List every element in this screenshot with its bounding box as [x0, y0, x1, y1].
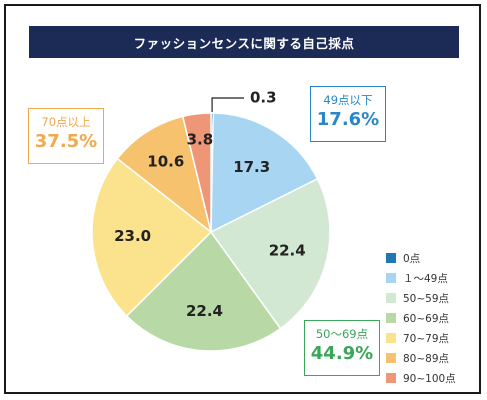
legend-item: １～49点	[386, 268, 456, 288]
group-callout-low-value: 17.6%	[316, 109, 380, 130]
slice-value-label: 0.3	[250, 89, 277, 107]
slice-value-label: 17.3	[233, 158, 270, 176]
legend-label: 50~59点	[403, 292, 450, 305]
slice-value-label: 3.8	[187, 130, 214, 148]
legend-swatch	[386, 253, 396, 263]
group-callout-high: 70点以上 37.5%	[28, 108, 104, 164]
slice-value-label: 22.4	[269, 241, 306, 259]
slice-value-label: 23.0	[114, 227, 151, 245]
legend-label: 60~69点	[403, 312, 450, 325]
legend-label: 70~79点	[403, 332, 450, 345]
legend-swatch	[386, 273, 396, 283]
slice-value-label: 10.6	[147, 153, 184, 171]
legend-item: 50~59点	[386, 288, 456, 308]
leader-line	[211, 97, 244, 112]
legend-swatch	[386, 293, 396, 303]
pie-slice	[210, 112, 319, 234]
legend-item: 70~79点	[386, 328, 456, 348]
group-callout-low-label: 49点以下	[323, 93, 373, 107]
pie-slice	[116, 115, 213, 234]
group-callout-low: 49点以下 17.6%	[310, 86, 386, 142]
group-callout-mid-label: 50～69点	[315, 327, 369, 341]
legend-item: 80~89点	[386, 348, 456, 368]
legend-label: １～49点	[403, 272, 448, 285]
legend-label: 90~100点	[403, 372, 456, 385]
slice-value-label: 22.4	[186, 302, 223, 320]
pie-slice	[91, 157, 213, 318]
group-callout-high-label: 70点以上	[41, 115, 91, 129]
group-callout-mid: 50～69点 44.9%	[304, 320, 380, 376]
legend-item: 60~69点	[386, 308, 456, 328]
chart-title: ファッションセンスに関する自己採点	[29, 26, 459, 58]
legend: 0点 １～49点 50~59点 60~69点 70~79点 80~89点 90~…	[386, 248, 456, 388]
legend-item: 0点	[386, 248, 456, 268]
pie-slice	[209, 177, 331, 330]
group-callout-mid-value: 44.9%	[310, 343, 374, 364]
group-callout-high-value: 37.5%	[34, 131, 98, 152]
legend-swatch	[386, 353, 396, 363]
legend-swatch	[386, 313, 396, 323]
pie-slice	[125, 230, 282, 352]
legend-label: 80~89点	[403, 352, 450, 365]
legend-swatch	[386, 333, 396, 343]
legend-item: 90~100点	[386, 368, 456, 388]
legend-swatch	[386, 373, 396, 383]
pie-slice	[181, 112, 212, 233]
legend-label: 0点	[403, 252, 421, 265]
